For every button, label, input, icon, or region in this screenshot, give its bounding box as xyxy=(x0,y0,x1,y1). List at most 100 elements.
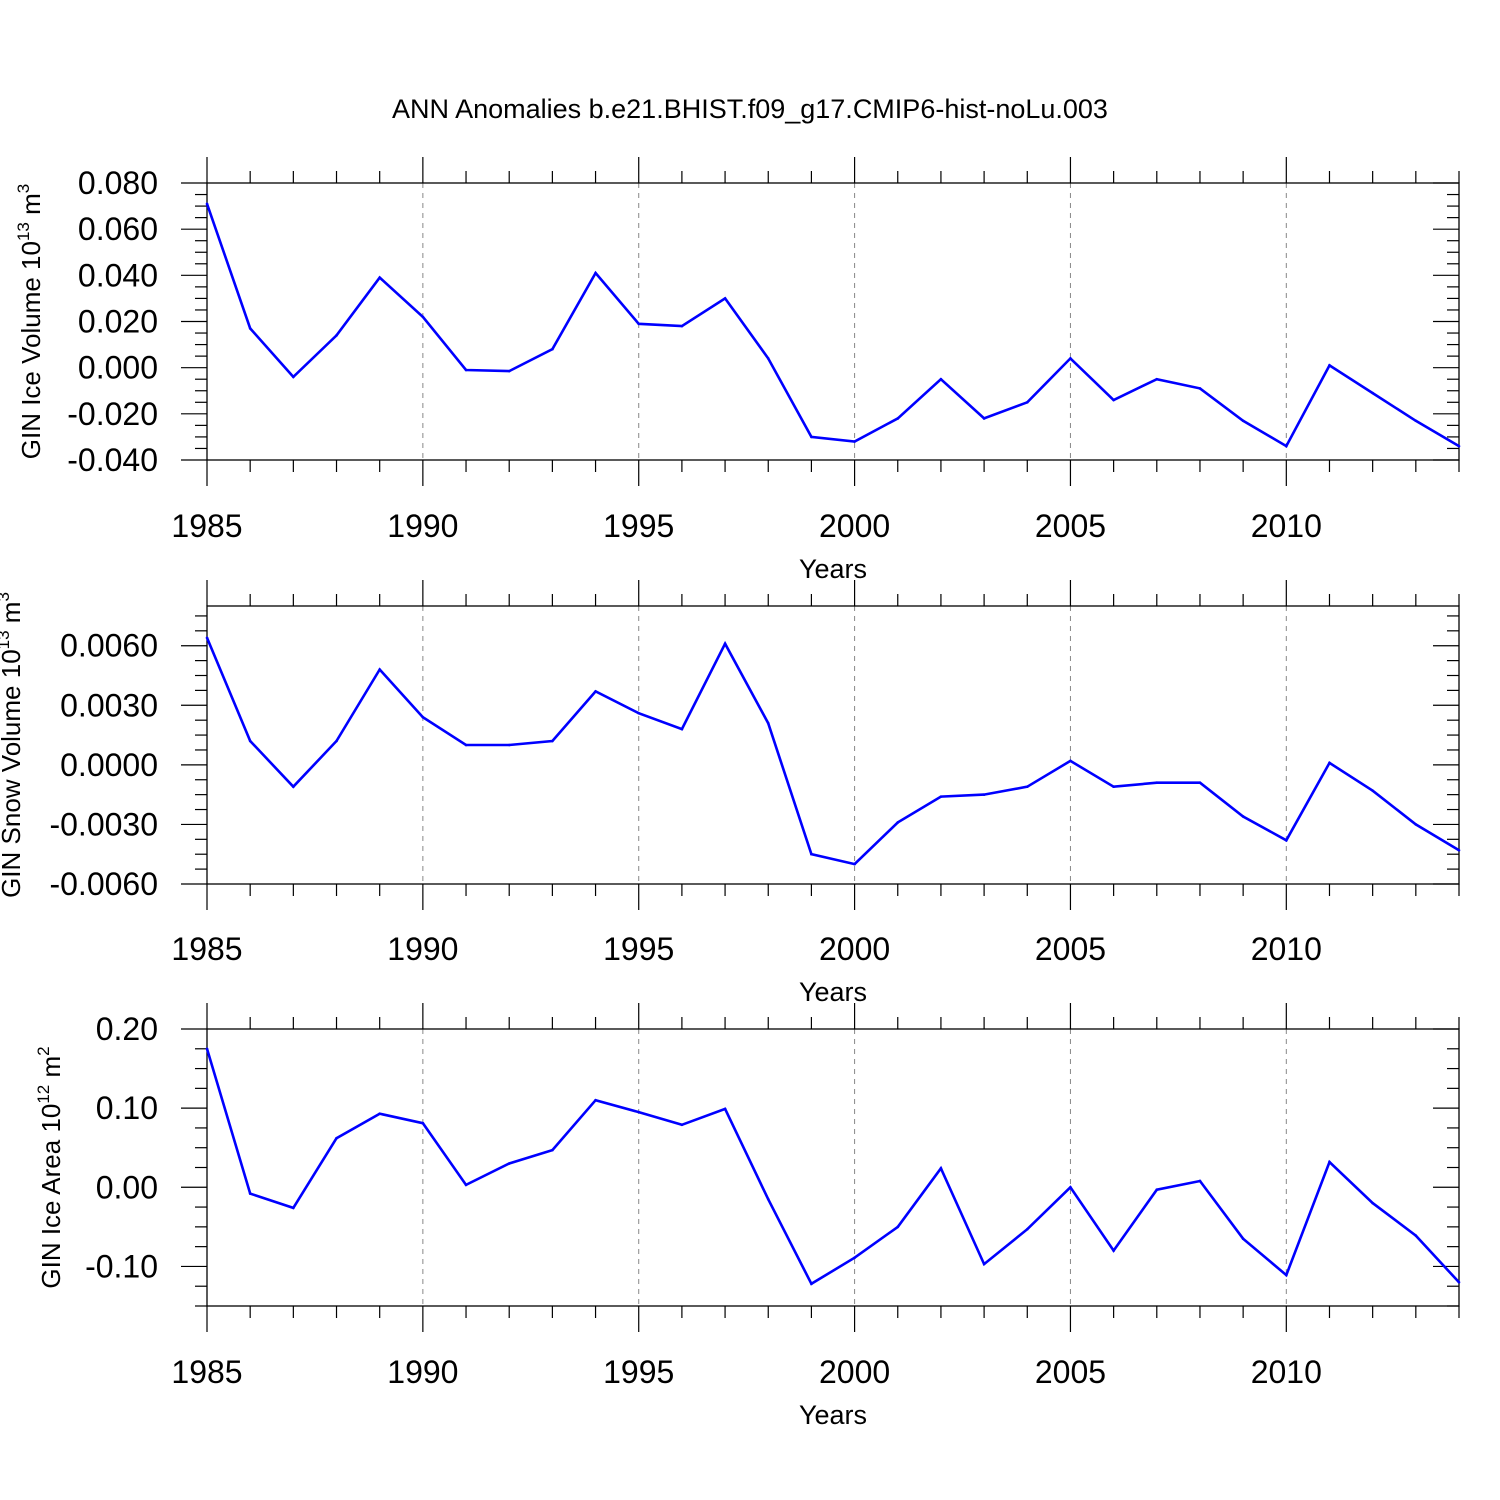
y-tick-label: 0.10 xyxy=(96,1090,158,1126)
data-point xyxy=(1328,364,1331,367)
data-point xyxy=(205,1047,209,1051)
y-axis-label: GIN Snow Volume 1013 m3 xyxy=(0,592,26,898)
data-point xyxy=(1198,1179,1202,1183)
y-axis-label-exponent: 13 xyxy=(14,222,33,241)
data-point xyxy=(464,743,468,747)
data-point xyxy=(1069,1185,1072,1189)
data-point xyxy=(1025,785,1029,788)
y-axis-label-text: GIN Ice Volume 10 xyxy=(16,241,46,459)
x-tick-label: 1995 xyxy=(603,508,674,544)
data-point xyxy=(1457,848,1461,852)
data-point xyxy=(810,435,813,439)
x-tick-label: 1995 xyxy=(603,1354,674,1390)
data-point xyxy=(896,821,900,824)
x-axis-label: Years xyxy=(799,977,867,1007)
data-point xyxy=(507,1162,511,1165)
data-point xyxy=(464,368,468,372)
data-point xyxy=(248,739,252,743)
data-point xyxy=(1198,387,1202,390)
y-axis-label-unit: m xyxy=(16,193,46,222)
data-point xyxy=(1457,444,1461,448)
data-point xyxy=(464,1183,468,1187)
y-tick-label: -0.0060 xyxy=(49,866,158,902)
x-axis-label: Years xyxy=(799,554,867,584)
data-point xyxy=(810,852,813,856)
x-tick-label: 1990 xyxy=(387,508,458,544)
y-tick-label: 0.020 xyxy=(78,304,158,340)
x-tick-label: 1985 xyxy=(171,931,242,967)
y-axis-label-unit: m xyxy=(0,602,26,631)
data-point xyxy=(1069,357,1072,360)
y-tick-label: -0.020 xyxy=(67,396,158,432)
series-line xyxy=(205,637,1460,866)
x-tick-label: 2010 xyxy=(1251,508,1322,544)
y-axis-label-text: GIN Ice Area 10 xyxy=(36,1104,66,1289)
data-point xyxy=(248,1192,252,1195)
y-axis-label-unit-exponent: 3 xyxy=(0,592,13,601)
y-tick-label: -0.040 xyxy=(67,442,158,478)
x-tick-label: 2000 xyxy=(819,1354,890,1390)
data-point xyxy=(939,795,943,798)
data-point xyxy=(594,690,597,693)
x-tick-label: 2010 xyxy=(1251,1354,1322,1390)
data-point xyxy=(378,668,381,671)
data-point xyxy=(680,1123,684,1127)
data-point xyxy=(292,1206,295,1210)
x-tick-label: 2005 xyxy=(1035,931,1106,967)
panels: 1985 1990 1995 2000 2005 2010 0.080 0.060 0.040 0… xyxy=(0,157,1461,1430)
x-tick-label: 1985 xyxy=(171,508,242,544)
y-tick-label: 0.040 xyxy=(78,257,158,293)
y-tick-label: 0.0030 xyxy=(60,687,158,723)
data-point xyxy=(421,1121,425,1125)
data-point xyxy=(766,1197,770,1201)
plot-frame xyxy=(206,1028,1460,1307)
data-point xyxy=(723,642,727,646)
data-point xyxy=(551,1148,554,1152)
x-tick-label: 1990 xyxy=(387,931,458,967)
data-point xyxy=(551,347,554,351)
y-tick-label: 0.0000 xyxy=(60,747,158,783)
data-point xyxy=(1241,815,1245,818)
data-point xyxy=(680,324,684,328)
data-point xyxy=(1328,1160,1331,1164)
data-point xyxy=(1112,1249,1115,1252)
data-point xyxy=(205,636,209,640)
data-point xyxy=(378,1112,381,1115)
data-point xyxy=(1414,1234,1418,1237)
data-point xyxy=(205,202,209,206)
data-point xyxy=(1155,1188,1159,1191)
panel-1: 1985 1990 1995 2000 2005 2010 0.080 0.060 0.040 0… xyxy=(14,157,1461,584)
y-axis-label-exponent: 12 xyxy=(34,1085,53,1104)
x-tick-label: 2005 xyxy=(1035,1354,1106,1390)
data-point xyxy=(939,1166,943,1170)
data-point xyxy=(1112,398,1115,402)
data-point xyxy=(1371,789,1374,792)
x-tick-label: 2000 xyxy=(819,931,890,967)
series-line xyxy=(205,203,1460,448)
data-point xyxy=(1112,785,1115,788)
data-point xyxy=(551,739,554,743)
y-axis-label: GIN Ice Area 1012 m2 xyxy=(34,1046,66,1288)
y-tick-label: 0.00 xyxy=(96,1169,158,1205)
data-point xyxy=(248,327,252,330)
panel-2: 1985 1990 1995 2000 2005 2010 0.0060 0.0030 0.00… xyxy=(0,580,1461,1007)
data-point xyxy=(982,793,986,796)
data-point xyxy=(1025,400,1029,404)
data-point xyxy=(1198,781,1202,785)
series-line xyxy=(205,1048,1460,1286)
y-tick-label: 0.080 xyxy=(78,165,158,201)
data-point xyxy=(896,1225,900,1229)
y-axis-label-unit-exponent: 2 xyxy=(34,1046,53,1055)
data-point xyxy=(1241,419,1245,423)
x-tick-label: 1985 xyxy=(171,1354,242,1390)
data-point xyxy=(766,721,770,725)
data-point xyxy=(1069,759,1072,763)
data-point xyxy=(637,711,641,715)
data-point xyxy=(594,271,597,275)
y-axis-label-unit: m xyxy=(36,1056,66,1085)
data-point xyxy=(335,739,338,743)
data-point xyxy=(1285,444,1288,448)
data-point xyxy=(637,1110,641,1114)
data-point xyxy=(853,862,856,866)
